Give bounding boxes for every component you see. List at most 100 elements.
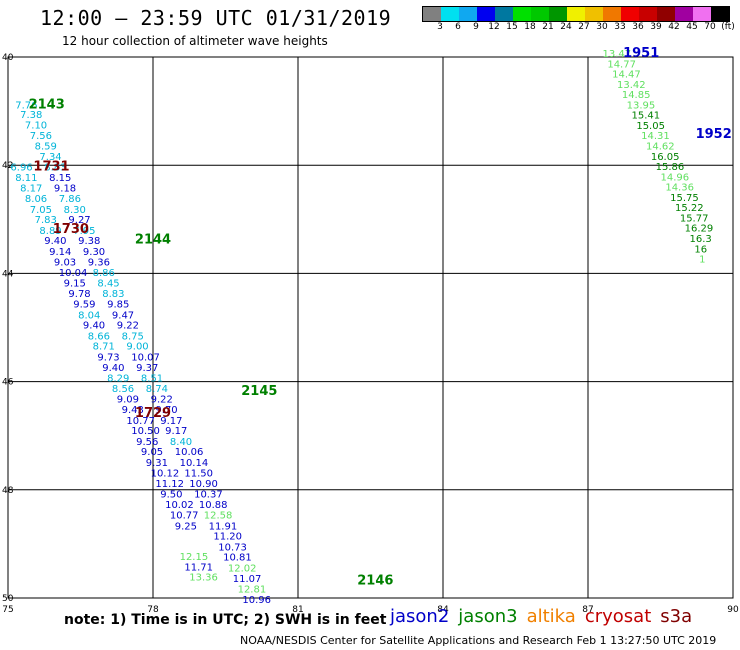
color-scale-label: 12 bbox=[488, 22, 500, 32]
pass-label: 2145 bbox=[241, 384, 277, 399]
wave-height-value: 9.27 bbox=[68, 215, 90, 226]
wave-height-value: 9.40 bbox=[44, 236, 66, 247]
wave-height-value: 9.03 bbox=[54, 257, 76, 268]
wave-height-value: 14.96 bbox=[661, 172, 690, 183]
wave-height-value: 9.17 bbox=[165, 426, 187, 437]
color-swatch bbox=[495, 7, 513, 21]
wave-height-value: 12.15 bbox=[180, 552, 209, 563]
longitude-tick-label: 81 bbox=[292, 605, 303, 615]
wave-height-value: 16 bbox=[694, 244, 707, 255]
wave-height-value: 11.91 bbox=[209, 521, 238, 532]
satellite-legend: jason2 jason3 altika cryosat s3a bbox=[390, 606, 701, 627]
wave-height-value: 8.40 bbox=[170, 437, 192, 448]
wave-height-value: 12.81 bbox=[238, 585, 267, 596]
wave-height-value: 9.05 bbox=[141, 447, 163, 458]
wave-height-value: 8.75 bbox=[122, 331, 144, 342]
wave-height-value: 8.29 bbox=[107, 374, 129, 385]
footer-credit: NOAA/NESDIS Center for Satellite Applica… bbox=[240, 634, 717, 647]
map-title: 12:00 – 23:59 UTC 01/31/2019 bbox=[40, 6, 392, 30]
latitude-tick-label: 50 bbox=[2, 594, 14, 604]
wave-height-value: 10.14 bbox=[180, 458, 209, 469]
wave-height-value: 13.47 bbox=[603, 49, 632, 60]
wave-height-value: 14.36 bbox=[665, 183, 694, 194]
wave-height-value: 10.07 bbox=[131, 353, 160, 364]
wave-height-value: 10.12 bbox=[151, 468, 180, 479]
wave-height-value: 7.56 bbox=[30, 131, 52, 142]
wave-height-value: 8.51 bbox=[141, 374, 163, 385]
color-scale-label: 18 bbox=[524, 22, 536, 32]
pass-label: 1952 bbox=[696, 127, 732, 142]
wave-height-value: 15.41 bbox=[632, 111, 661, 122]
wave-height-value: 13.36 bbox=[189, 573, 218, 584]
wave-height-value: 16.3 bbox=[690, 234, 712, 245]
wave-height-value: 8.45 bbox=[97, 278, 119, 289]
wave-height-value: 15.05 bbox=[636, 121, 665, 132]
latitude-tick-label: 48 bbox=[2, 486, 14, 496]
longitude-tick-label: 87 bbox=[582, 605, 593, 615]
wave-height-value: 1 bbox=[699, 255, 705, 266]
wave-height-value: 8.56 bbox=[112, 384, 134, 395]
axis-labels: 75 78 81 84 87 90 40 42 44 46 48 50 bbox=[2, 53, 739, 615]
wave-height-value: 7.86 bbox=[59, 194, 81, 205]
wave-height-value: 9.18 bbox=[54, 184, 76, 195]
wave-height-value: 9.31 bbox=[146, 458, 168, 469]
wave-height-value: 11.12 bbox=[155, 479, 184, 490]
color-scale-label: 24 bbox=[560, 22, 572, 32]
note-text: note: 1) Time is in UTC; 2) SWH is in fe… bbox=[64, 612, 387, 628]
wave-height-value: 15.86 bbox=[656, 162, 685, 173]
color-scale-label: 21 bbox=[542, 22, 554, 32]
wave-height-value: 9.36 bbox=[88, 257, 110, 268]
wave-height-value: 16.05 bbox=[651, 152, 680, 163]
wave-height-value: 8.04 bbox=[78, 310, 100, 321]
wave-height-value: 15.77 bbox=[680, 213, 709, 224]
color-scale-label: 30 bbox=[596, 22, 608, 32]
legend-s3a: s3a bbox=[660, 606, 693, 627]
color-scale-label: 36 bbox=[632, 22, 644, 32]
wave-height-value: 11.71 bbox=[184, 562, 213, 573]
wave-height-value: 14.47 bbox=[612, 70, 641, 81]
color-swatch bbox=[693, 7, 711, 21]
wave-height-value: 9.37 bbox=[136, 363, 158, 374]
color-swatch bbox=[711, 7, 729, 21]
longitude-tick-label: 78 bbox=[147, 605, 159, 615]
wave-height-value: 10.81 bbox=[223, 553, 252, 564]
pass-label: 1729 bbox=[135, 406, 171, 421]
legend-jason3: jason3 bbox=[458, 606, 518, 627]
wave-height-value: 9.70 bbox=[155, 405, 177, 416]
color-scale-label: (ft) bbox=[721, 22, 735, 32]
wave-height-value: 7.38 bbox=[20, 110, 42, 121]
wave-height-value: 9.15 bbox=[64, 278, 86, 289]
wave-height-value: 13.95 bbox=[627, 100, 656, 111]
wave-height-value: 8.83 bbox=[44, 163, 66, 174]
wave-height-value: 10.06 bbox=[175, 447, 204, 458]
latitude-tick-label: 46 bbox=[2, 378, 14, 388]
color-scale-label: 45 bbox=[686, 22, 698, 32]
color-swatch bbox=[657, 7, 675, 21]
longitude-tick-label: 90 bbox=[727, 605, 739, 615]
wave-height-value: 9.14 bbox=[49, 247, 71, 258]
track-1951-1952: 13.4714.7714.4713.4214.8513.9515.4115.05… bbox=[603, 49, 714, 266]
wave-height-value: 8.06 bbox=[25, 194, 47, 205]
wave-height-value: 8.89 bbox=[39, 226, 61, 237]
wave-height-value: 9.25 bbox=[175, 521, 197, 532]
track-1730-1729: 6.968.118.178.067.057.838.899.409.149.03… bbox=[10, 163, 198, 533]
wave-height-value: 8.11 bbox=[15, 173, 37, 184]
pass-label: 2146 bbox=[357, 573, 393, 588]
wave-height-value: 7.95 bbox=[73, 226, 95, 237]
latitude-tick-label: 40 bbox=[2, 53, 14, 63]
color-scale-bar bbox=[422, 6, 730, 22]
color-swatch bbox=[441, 7, 459, 21]
wave-height-value: 9.17 bbox=[160, 416, 182, 427]
wave-height-value: 8.15 bbox=[49, 173, 71, 184]
wave-height-value: 8.86 bbox=[93, 268, 115, 279]
color-swatch bbox=[603, 7, 621, 21]
wave-height-value: 9.09 bbox=[117, 395, 139, 406]
wave-height-value: 16.29 bbox=[685, 224, 714, 235]
wave-height-value: 11.20 bbox=[213, 532, 242, 543]
wave-height-value: 6.96 bbox=[10, 163, 32, 174]
wave-height-value: 9.59 bbox=[73, 299, 95, 310]
color-swatch bbox=[459, 7, 477, 21]
wave-height-value: 15.75 bbox=[670, 193, 699, 204]
